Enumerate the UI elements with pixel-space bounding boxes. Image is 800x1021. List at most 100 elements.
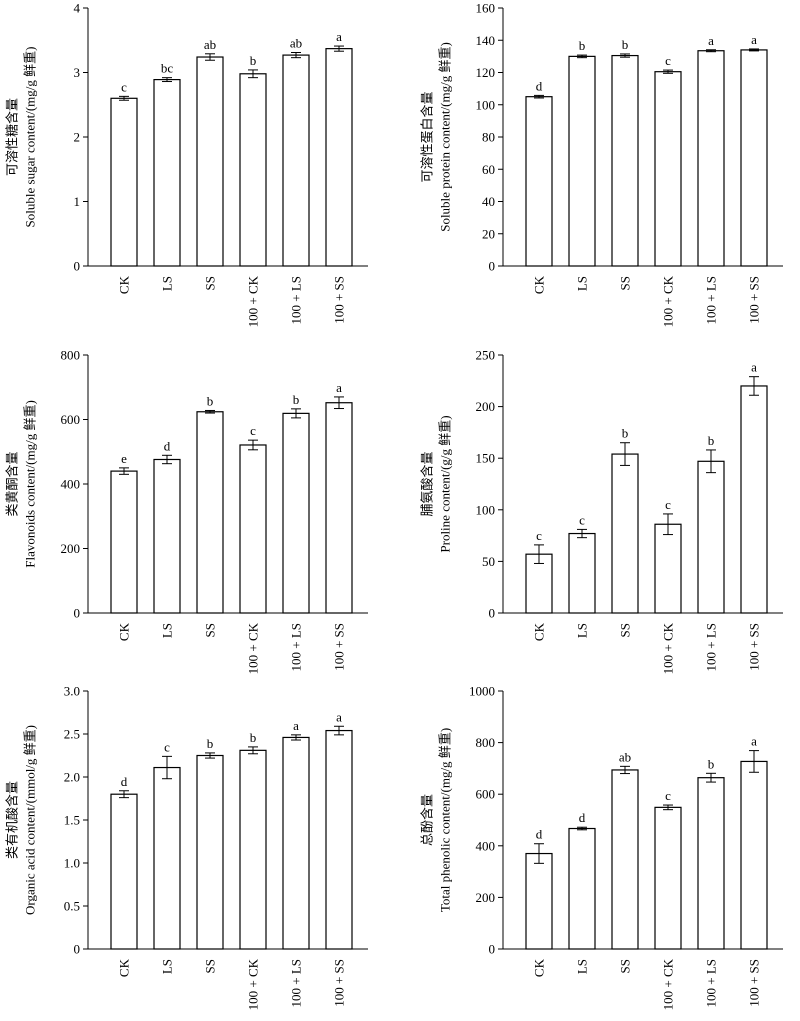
bar [568, 827, 596, 950]
bar [568, 532, 596, 614]
significance-label: b [207, 736, 214, 751]
bar [611, 453, 639, 614]
category-label: 100 + SS [332, 959, 347, 1007]
bar [196, 754, 224, 950]
bar [325, 402, 353, 614]
bar [525, 96, 553, 267]
y-tick-label: 200 [476, 890, 496, 905]
significance-label: d [579, 810, 586, 825]
category-label: SS [618, 276, 633, 290]
y-axis-title-zh: 脯氨酸含量 [420, 451, 435, 516]
category-label: 100 + CK [661, 958, 676, 1010]
significance-label: d [121, 774, 128, 789]
bar [654, 71, 682, 267]
significance-label: a [708, 33, 714, 48]
chart-panel-1: 0 1 2 3 4 c CK bc LS ab SS b 100 + CK ab 100 + LS a 100 … [5, 1, 368, 327]
category-label: 100 + SS [747, 276, 762, 324]
significance-label: b [622, 37, 629, 52]
category-label: SS [203, 959, 218, 973]
significance-label: b [250, 730, 257, 745]
bar [282, 412, 310, 614]
chart-panel-6: 0 200 400 600 800 1000 d CK d LS ab SS c 100 + CK b 100… [420, 684, 783, 1010]
bar [325, 48, 353, 267]
bar [740, 49, 768, 267]
category-label: LS [575, 276, 590, 291]
y-tick-label: 80 [482, 130, 495, 145]
y-axis-title-zh: 类黄酮含量 [5, 451, 20, 516]
y-tick-label: 3.0 [64, 684, 80, 699]
y-tick-label: 0 [489, 606, 496, 621]
significance-label: b [622, 426, 629, 441]
category-label: LS [575, 959, 590, 974]
bar [196, 56, 224, 267]
y-tick-label: 20 [482, 226, 495, 241]
bar [110, 793, 138, 950]
significance-label: b [708, 756, 715, 771]
category-label: 100 + CK [661, 622, 676, 674]
y-axis-title-en: Flavonoids content/(mg/g 鲜重) [23, 400, 38, 568]
significance-label: b [579, 38, 586, 53]
y-axis-title-en: Organic acid content/(mmol/g 鲜重) [23, 725, 38, 915]
bar [654, 523, 682, 614]
y-tick-label: 60 [482, 162, 495, 177]
significance-label: a [293, 718, 299, 733]
y-axis-title-zh: 总酚含量 [420, 794, 435, 846]
bar [153, 78, 181, 267]
category-label: 100 + CK [246, 958, 261, 1010]
category-label: 100 + SS [747, 623, 762, 671]
y-tick-label: 400 [61, 477, 81, 492]
category-label: LS [160, 959, 175, 974]
category-label: SS [618, 959, 633, 973]
category-label: SS [618, 623, 633, 637]
y-axis-title-zh: 可溶性糖含量 [5, 98, 20, 176]
significance-label: b [708, 433, 715, 448]
y-axis-title-en: Total phenolic content/(mg/g 鲜重) [438, 728, 453, 912]
y-tick-label: 0.5 [64, 899, 80, 914]
significance-label: d [536, 827, 543, 842]
y-tick-label: 140 [476, 33, 496, 48]
significance-label: b [293, 392, 300, 407]
category-label: 100 + LS [289, 959, 304, 1008]
bar [239, 444, 267, 614]
y-tick-label: 200 [61, 541, 81, 556]
bar [740, 385, 768, 614]
category-label: CK [117, 622, 132, 641]
category-label: CK [117, 275, 132, 294]
category-label: 100 + LS [704, 276, 719, 325]
y-tick-label: 0 [489, 259, 496, 274]
category-label: SS [203, 276, 218, 290]
significance-label: d [536, 78, 543, 93]
chart-panel-5: 0 0.5 1.0 1.5 2.0 2.5 3.0 d CK c LS b SS b 100 + CK a 10… [5, 684, 368, 1010]
bar [740, 760, 768, 950]
category-label: 100 + SS [747, 959, 762, 1007]
category-label: 100 + SS [332, 623, 347, 671]
bar [697, 50, 725, 267]
y-axis-title-en: Proline content/(g/g 鲜重) [438, 415, 453, 552]
y-tick-label: 120 [476, 65, 496, 80]
y-axis-title-en: Soluble protein content/(mg/g 鲜重) [438, 42, 453, 232]
y-tick-label: 150 [476, 451, 496, 466]
significance-label: a [336, 709, 342, 724]
y-tick-label: 40 [482, 194, 495, 209]
significance-label: c [536, 528, 542, 543]
significance-label: c [665, 497, 671, 512]
y-tick-label: 3 [74, 65, 81, 80]
bar [697, 777, 725, 950]
y-tick-label: 100 [476, 502, 496, 517]
category-label: 100 + CK [661, 275, 676, 327]
bar [525, 852, 553, 950]
category-label: CK [532, 958, 547, 977]
bar [110, 97, 138, 267]
y-tick-label: 1.0 [64, 856, 80, 871]
significance-label: a [751, 360, 757, 375]
significance-label: b [250, 53, 257, 68]
significance-label: ab [204, 37, 216, 52]
y-tick-label: 0 [74, 606, 81, 621]
significance-label: c [579, 512, 585, 527]
bar [110, 470, 138, 614]
category-label: 100 + LS [704, 623, 719, 672]
y-tick-label: 250 [476, 348, 496, 363]
significance-label: a [751, 32, 757, 47]
chart-panel-4: 0 50 100 150 200 250 c CK c LS b SS c 100 + CK b 100 + … [420, 348, 783, 674]
y-tick-label: 600 [476, 787, 496, 802]
